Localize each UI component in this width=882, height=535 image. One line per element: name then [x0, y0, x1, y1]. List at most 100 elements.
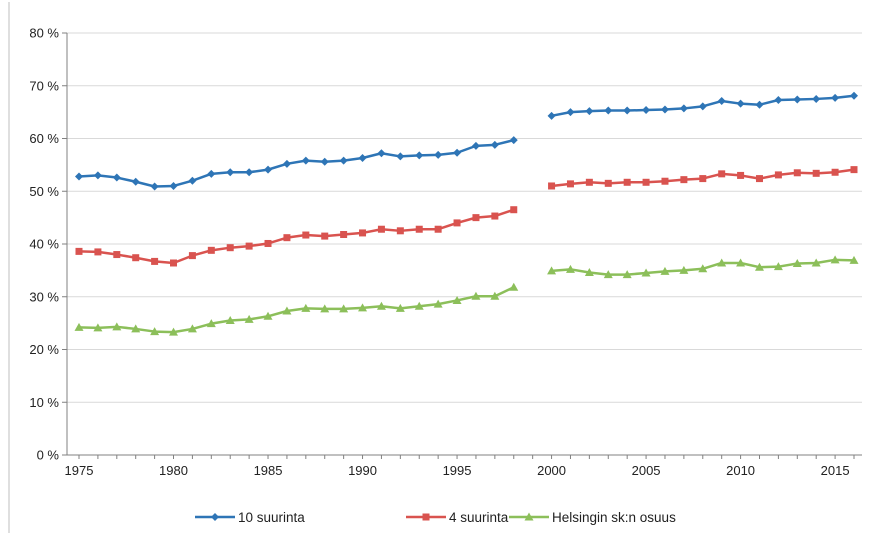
data-point [737, 171, 745, 179]
gridlines [67, 32, 862, 456]
y-axis: 0 % 10 % 20 % 30 % 40 % 50 % 60 % 70 % 80 % [29, 26, 68, 463]
data-point [131, 324, 141, 333]
data-point [679, 265, 689, 274]
data-point [660, 266, 670, 275]
data-point [283, 234, 291, 242]
data-point [717, 97, 726, 106]
data-point [263, 311, 273, 320]
legend-item: 4 suurinta [406, 510, 509, 525]
data-point [301, 303, 311, 312]
data-point [603, 270, 613, 279]
data-point [471, 141, 480, 150]
data-point [604, 179, 612, 187]
data-point [264, 165, 273, 174]
data-point [434, 225, 442, 233]
data-point [396, 152, 405, 161]
data-point [93, 171, 102, 180]
data-point [188, 252, 196, 260]
data-point [415, 151, 424, 160]
data-point [491, 212, 499, 220]
data-point [736, 99, 745, 108]
data-point [320, 157, 329, 166]
data-point [698, 264, 708, 273]
data-point [187, 324, 197, 333]
x-tick-label: 2010 [726, 463, 755, 478]
data-point [377, 225, 385, 233]
data-point [831, 168, 839, 176]
data-point [585, 107, 594, 116]
series-2 [75, 166, 858, 267]
data-point [812, 94, 821, 103]
data-point [565, 264, 575, 273]
data-point [396, 227, 404, 235]
data-point [339, 156, 348, 165]
data-point [169, 181, 178, 190]
data-point [377, 149, 386, 158]
data-point [169, 327, 179, 336]
data-point [206, 319, 216, 328]
data-point [793, 95, 802, 104]
x-tick-label: 2015 [821, 463, 850, 478]
x-axis: 1975 1980 1985 1990 1995 2000 2005 2010 2015 [65, 454, 862, 478]
legend-item: 10 suurinta [195, 510, 305, 525]
data-point [509, 282, 519, 291]
legend-label: Helsingin sk:n osuus [552, 510, 676, 525]
x-tick-label: 2000 [537, 463, 566, 478]
data-point [471, 291, 481, 300]
x-tick-label: 1995 [443, 463, 472, 478]
data-point [754, 262, 764, 271]
x-tick-label: 1990 [348, 463, 377, 478]
data-point [604, 106, 613, 115]
data-point [207, 246, 215, 254]
data-point [509, 136, 518, 145]
x-tick-label: 1980 [159, 463, 188, 478]
data-point [850, 91, 858, 100]
data-point [302, 231, 310, 239]
data-point [150, 182, 159, 191]
data-point [301, 156, 310, 165]
data-point [112, 322, 122, 331]
data-point [623, 106, 632, 115]
data-point [132, 254, 140, 262]
legend-label: 4 suurinta [449, 510, 509, 525]
data-point [433, 299, 443, 308]
data-point [415, 225, 423, 233]
data-point [850, 166, 858, 174]
data-point [112, 173, 121, 182]
y-tick-label: 60 % [29, 131, 59, 146]
data-point [320, 304, 330, 313]
data-point [245, 242, 253, 250]
data-point [717, 258, 727, 267]
data-point [358, 303, 368, 312]
series-1 [75, 91, 858, 191]
data-point [584, 267, 594, 276]
data-point [264, 239, 272, 247]
data-point [376, 301, 386, 310]
data-point [113, 251, 121, 259]
data-point [472, 214, 480, 222]
y-tick-label: 0 % [37, 448, 60, 463]
data-point [207, 169, 216, 178]
data-point [395, 303, 405, 312]
legend-swatch-marker [211, 513, 219, 521]
data-point [774, 95, 783, 104]
data-point [414, 301, 424, 310]
series-layer [74, 91, 859, 336]
data-point [94, 248, 102, 256]
data-point [642, 178, 650, 186]
data-point [793, 169, 801, 177]
legend-swatch-marker [524, 512, 534, 521]
data-point [661, 177, 669, 185]
data-point [226, 168, 235, 177]
x-tick-label: 1985 [254, 463, 283, 478]
data-point [830, 255, 840, 264]
data-point [131, 177, 140, 186]
legend-label: 10 suurinta [238, 510, 305, 525]
y-tick-label: 30 % [29, 289, 59, 304]
data-point [321, 232, 329, 240]
data-point [755, 100, 764, 109]
data-point [151, 257, 159, 265]
data-point [585, 178, 593, 186]
data-point [566, 108, 575, 117]
y-tick-label: 40 % [29, 237, 59, 252]
